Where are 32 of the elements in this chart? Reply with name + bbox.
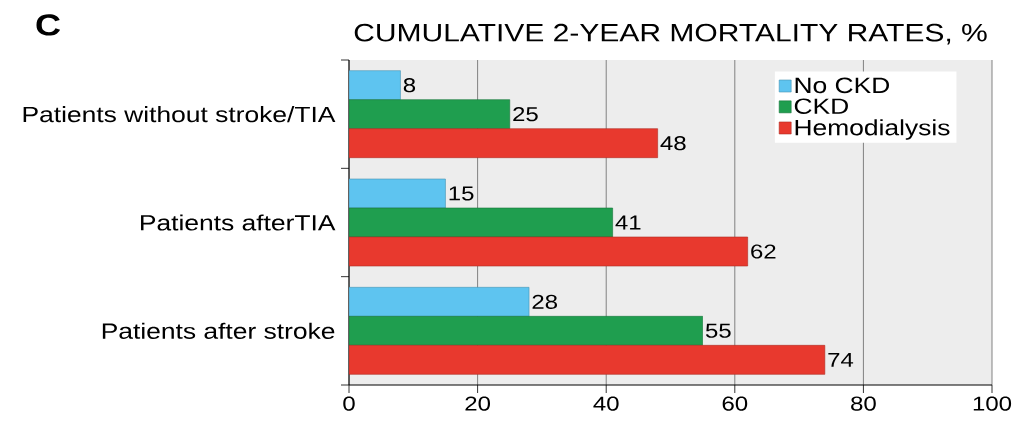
bar [349,99,511,129]
data-label: 28 [532,294,557,309]
data-label: 55 [705,323,731,338]
legend-label: Hemodialysis [795,119,950,140]
y-tick-label: Patients afterTIA [141,214,336,231]
legend-label: No CKD [795,77,890,94]
data-label: 41 [615,215,641,230]
bar [349,207,613,238]
x-tick-label: 60 [722,396,748,411]
legend-label: CKD [794,98,848,114]
data-label: 62 [751,244,776,259]
bar [349,236,748,267]
bar [349,70,401,100]
text: C [36,14,61,36]
x-tick-label: 40 [593,396,619,411]
chart-title: CUMULATIVE 2-YEAR MORTALITY RATES, % [354,23,987,45]
x-tick-label: 0 [343,396,355,411]
data-label: 8 [403,78,416,93]
bar [349,287,530,317]
data-label: 15 [449,186,474,201]
bar [349,345,826,375]
y-tick-label: Patients without stroke/TIA [23,106,336,123]
y-tick-label: Patients after stroke [102,322,335,339]
data-label: 74 [828,352,854,367]
x-tick-label: 20 [465,396,490,411]
data-label: 48 [660,136,686,151]
bar [349,128,658,158]
x-tick-label: 80 [851,396,876,411]
bar [349,316,703,346]
x-tick-label: 100 [973,396,1012,411]
data-label: 25 [513,107,538,122]
bar [349,178,446,209]
